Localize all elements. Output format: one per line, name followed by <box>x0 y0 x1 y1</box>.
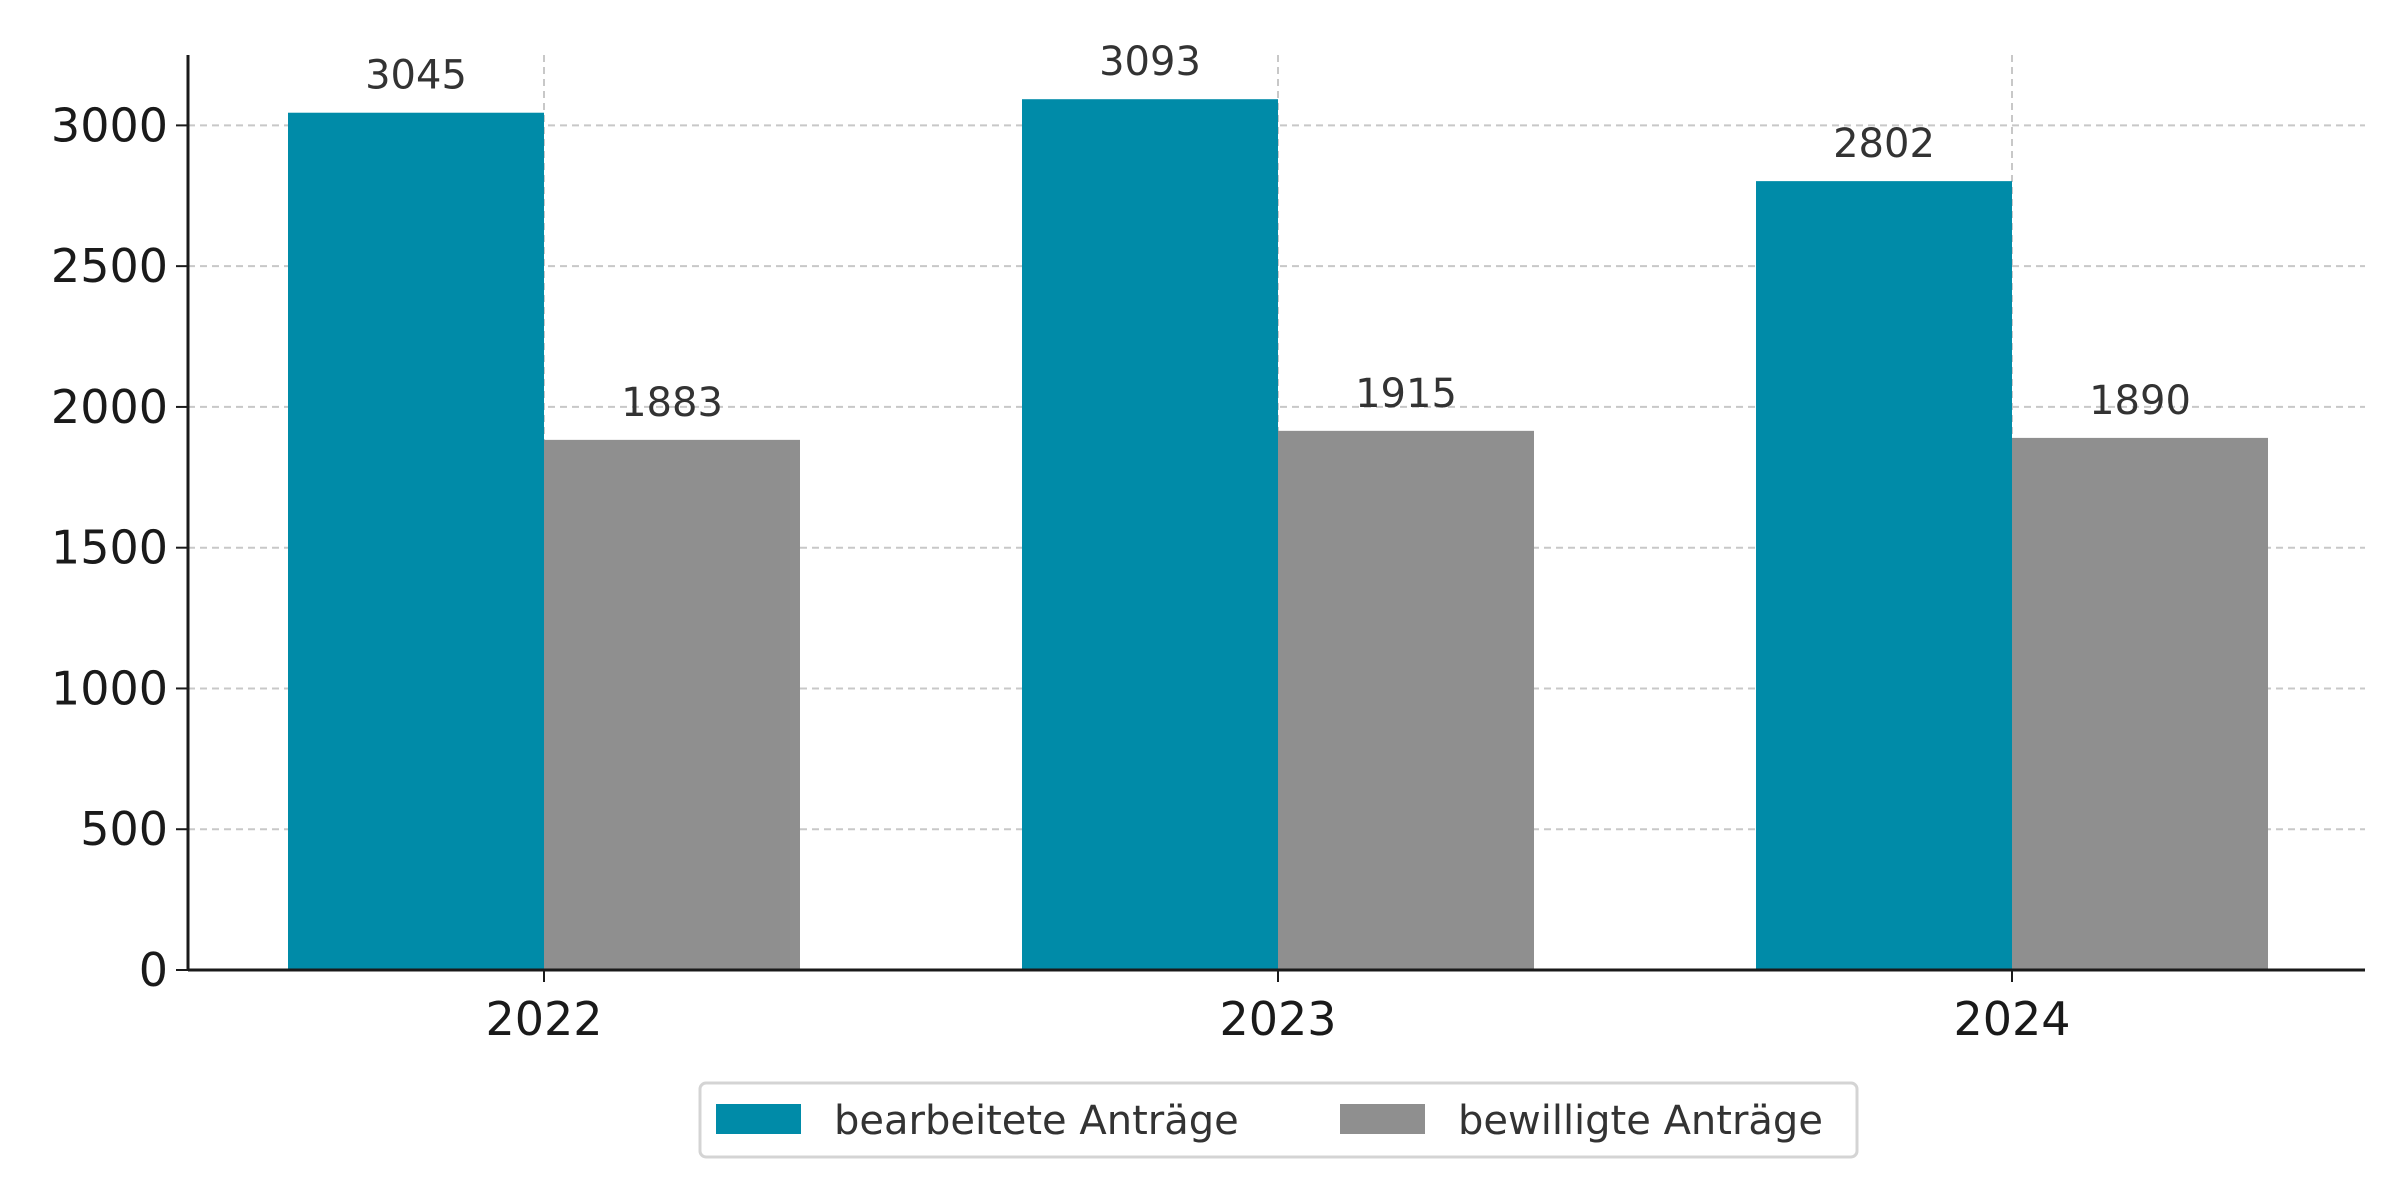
y-tick-label: 3000 <box>51 98 168 152</box>
legend: bearbeitete Anträge bewilligte Anträge <box>698 1081 1859 1159</box>
bar-value-label: 1890 <box>2089 378 2191 424</box>
x-tick-label: 2024 <box>1953 992 2070 1046</box>
bar-value-label: 2802 <box>1833 121 1935 167</box>
labels-layer: 0 500 1000 1500 2000 2500 3000 3045 3093 2802 1883… <box>51 39 2191 1046</box>
bar-bearbeitete-2022 <box>288 112 544 970</box>
bar-bewilligte-2023 <box>1278 430 1534 970</box>
bar-value-label: 3093 <box>1099 39 1201 85</box>
legend-label: bearbeitete Anträge <box>834 1098 1239 1144</box>
legend-swatch <box>1340 1104 1425 1134</box>
bar-value-label: 1915 <box>1355 371 1457 417</box>
legend-label: bewilligte Anträge <box>1458 1098 1823 1144</box>
legend-box <box>698 1081 1859 1159</box>
y-tick-label: 2500 <box>51 239 168 293</box>
x-tick-label: 2022 <box>485 992 602 1046</box>
x-tick-label: 2023 <box>1219 992 1336 1046</box>
bar-bearbeitete-2024 <box>1756 181 2012 971</box>
bars-layer <box>288 99 2268 971</box>
bar-bearbeitete-2023 <box>1022 99 1278 970</box>
y-tick-label: 0 <box>139 943 168 997</box>
y-tick-label: 1500 <box>51 521 168 575</box>
bar-value-label: 3045 <box>365 53 467 99</box>
y-tick-label: 2000 <box>51 380 168 434</box>
axes-layer <box>176 55 2365 982</box>
y-tick-label: 1000 <box>51 661 168 715</box>
bar-value-label: 1883 <box>621 380 723 426</box>
y-tick-label: 500 <box>80 802 168 856</box>
bar-bewilligte-2024 <box>2012 437 2268 970</box>
legend-swatch <box>716 1104 801 1134</box>
bar-bewilligte-2022 <box>544 439 800 971</box>
